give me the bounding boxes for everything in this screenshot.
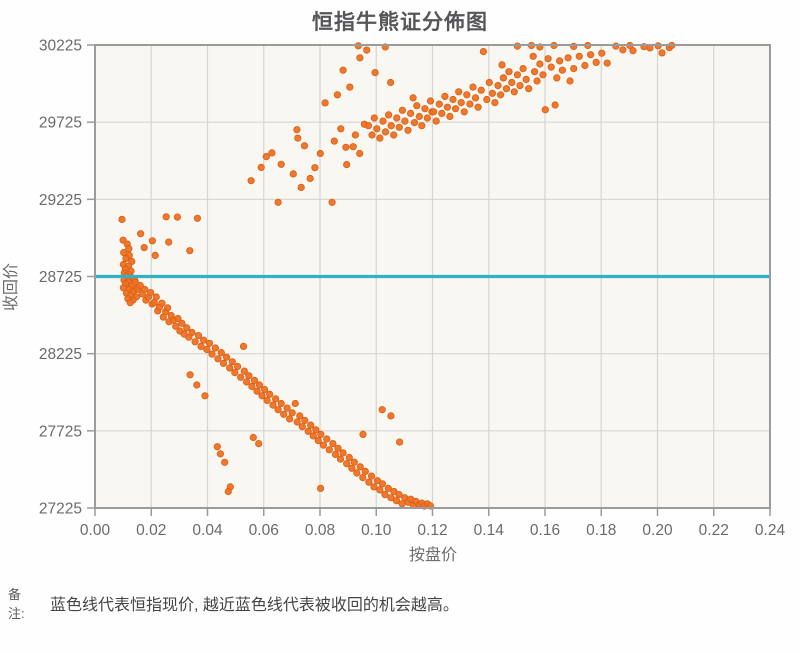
svg-text:0.22: 0.22 [699, 522, 729, 539]
svg-text:0.16: 0.16 [530, 522, 560, 539]
scatter-points [118, 41, 676, 510]
svg-text:29225: 29225 [39, 192, 82, 209]
svg-text:0.06: 0.06 [249, 522, 279, 539]
svg-text:0.18: 0.18 [586, 522, 616, 539]
svg-text:0.20: 0.20 [642, 522, 673, 539]
svg-text:27225: 27225 [39, 501, 82, 518]
axis-tick-marks [87, 44, 771, 516]
svg-text:30225: 30225 [39, 38, 82, 55]
scatter-chart: 0.00 0.02 0.04 0.06 0.08 0.10 0.12 0.14 0.16 0.18… [2, 38, 786, 565]
svg-text:0.10: 0.10 [361, 522, 392, 539]
svg-text:0.24: 0.24 [755, 522, 786, 539]
svg-text:0.12: 0.12 [417, 522, 447, 539]
svg-text:29725: 29725 [39, 115, 82, 132]
axis-tick-labels: 0.00 0.02 0.04 0.06 0.08 0.10 0.12 0.14 0.16 0.18… [39, 38, 786, 540]
svg-text:0.02: 0.02 [136, 522, 166, 539]
y-axis-title: 收回价 [2, 263, 20, 311]
footnote-label: 备注: [8, 587, 25, 621]
svg-text:27725: 27725 [39, 423, 82, 440]
footnote-row: 备注: 蓝色线代表恒指现价, 越近蓝色线代表被收回的机会越高。 [8, 586, 788, 624]
svg-text:28225: 28225 [39, 346, 82, 363]
svg-text:0.08: 0.08 [305, 522, 335, 539]
svg-text:0.04: 0.04 [192, 522, 223, 539]
svg-text:0.14: 0.14 [474, 522, 505, 539]
footnote-text: 蓝色线代表恒指现价, 越近蓝色线代表被收回的机会越高。 [50, 597, 459, 614]
svg-text:28725: 28725 [39, 269, 82, 286]
x-axis-title: 按盘价 [409, 545, 457, 564]
chart-title: 恒指牛熊证分佈图 [312, 11, 488, 34]
svg-text:0.00: 0.00 [80, 522, 111, 539]
